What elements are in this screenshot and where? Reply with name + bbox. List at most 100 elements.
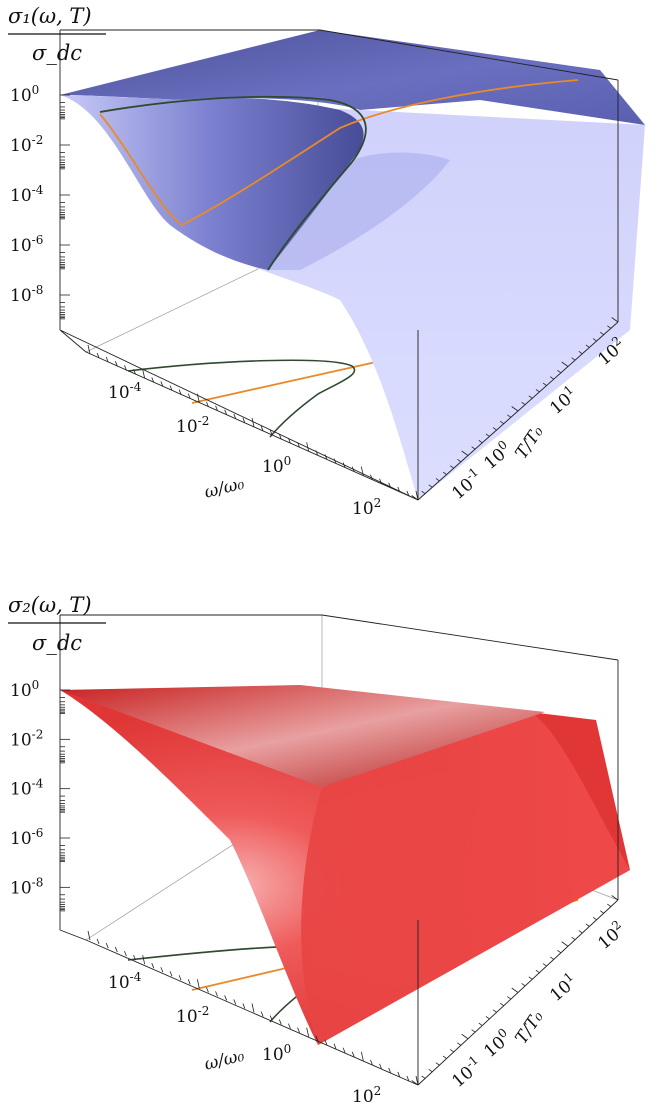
y-tick	[421, 490, 426, 494]
z-tick-label: 10-4	[10, 183, 44, 206]
x-tick	[224, 995, 228, 1001]
surface-curve-green	[99, 95, 367, 271]
x-tick	[406, 1075, 410, 1082]
x-tick	[224, 409, 228, 415]
x-tick	[242, 417, 246, 424]
x-tick	[151, 963, 155, 969]
y-tick-label: 101	[544, 969, 581, 1005]
x-tick	[187, 979, 191, 985]
y-tick	[542, 382, 547, 386]
z-tick-label: 100	[10, 83, 39, 106]
x-tick	[114, 946, 118, 953]
y-tick	[461, 1033, 469, 1040]
z-tick-label: 10-8	[10, 875, 43, 898]
x-tick	[297, 1027, 300, 1033]
z-tick-labels: 100 10-2 10-4 10-6 10-8	[10, 678, 44, 898]
tick-marks	[60, 689, 619, 1086]
z-label-numerator: σ₁(ω, T)	[8, 4, 92, 28]
y-tick	[511, 987, 519, 993]
x-tick	[260, 425, 264, 432]
y-tick	[499, 420, 504, 425]
x-axis-label: ω/ω₀	[202, 474, 246, 503]
x-tick	[315, 450, 319, 456]
x-tick	[360, 466, 364, 476]
x-tick	[114, 361, 118, 367]
x-tick	[105, 942, 109, 949]
y-tick	[507, 414, 512, 418]
z-label-denominator: σ_dc	[32, 41, 82, 65]
x-tick-label: 10-4	[108, 380, 142, 403]
z-label-numerator: σ₂(ω, T)	[8, 593, 92, 617]
x-axis-label: ω/ω₀	[202, 1046, 246, 1075]
x-tick-labels: 10-4 10-2 100 102	[108, 970, 381, 1107]
x-tick-label: 100	[262, 1042, 291, 1065]
surface-top	[60, 30, 645, 125]
x-tick	[242, 1003, 246, 1009]
x-tick	[87, 930, 91, 941]
x-tick	[315, 1035, 319, 1041]
y-tick	[457, 459, 462, 463]
y-tick	[611, 895, 619, 901]
x-tick	[342, 1047, 346, 1053]
y-tick	[535, 389, 540, 393]
x-tick	[333, 1043, 337, 1049]
x-tick	[397, 486, 401, 493]
y-tick	[449, 465, 454, 469]
x-tick	[406, 490, 410, 497]
x-tick	[360, 1051, 364, 1061]
x-tick	[260, 1011, 264, 1017]
y-tick	[485, 1016, 490, 1020]
x-tick-label: 10-4	[108, 970, 142, 993]
y-tick	[521, 983, 526, 987]
x-tick	[370, 474, 373, 480]
y-tick	[428, 1068, 433, 1073]
y-tick-label: 100	[478, 1025, 515, 1061]
y-tick	[571, 936, 576, 940]
y-tick	[607, 903, 612, 907]
x-tick	[415, 1075, 419, 1086]
surface-curve-orange	[99, 79, 579, 227]
z-tick-label: 10-2	[10, 727, 43, 750]
x-tick-labels: 10-4 10-2 100 102	[108, 380, 381, 519]
x-tick	[105, 356, 109, 363]
x-tick	[160, 381, 164, 387]
x-tick	[251, 417, 255, 428]
y-tick-label: 102	[592, 917, 629, 953]
y-tick	[585, 923, 590, 927]
y-tick	[549, 376, 554, 380]
x-tick	[215, 991, 218, 997]
y-axis-label: T/T₀	[512, 1007, 548, 1048]
x-tick	[133, 954, 136, 961]
x-tick	[288, 1023, 291, 1029]
z-tick-label: 10-6	[10, 233, 43, 256]
x-tick	[178, 975, 182, 981]
y-tick	[592, 916, 597, 921]
y-tick	[435, 478, 440, 482]
z-tick-label: 10-4	[10, 777, 44, 800]
y-tick	[542, 963, 547, 967]
y-tick	[442, 1055, 447, 1059]
y-tick	[442, 471, 447, 475]
x-tick	[351, 466, 355, 472]
y-tick	[507, 996, 512, 1000]
x-tick	[306, 1027, 310, 1037]
z-axis-label: σ₁(ω, T) σ_dc	[8, 4, 106, 65]
x-tick	[96, 352, 100, 359]
y-tick	[599, 910, 604, 914]
y-tick	[607, 325, 612, 329]
z-tick-labels: 100 10-2 10-4 10-6 10-8	[10, 83, 44, 306]
y-tick	[411, 495, 419, 501]
surface-valley-highlight	[268, 152, 450, 270]
x-tick	[142, 369, 146, 379]
x-tick	[160, 967, 164, 973]
x-tick	[233, 999, 237, 1005]
x-tick	[124, 950, 127, 957]
y-tick	[592, 338, 597, 342]
x-tick	[187, 393, 191, 399]
x-tick	[288, 438, 291, 444]
y-tick	[561, 361, 569, 367]
x-tick	[169, 385, 173, 391]
floor-curve-green	[127, 359, 356, 438]
y-tick	[611, 317, 619, 323]
